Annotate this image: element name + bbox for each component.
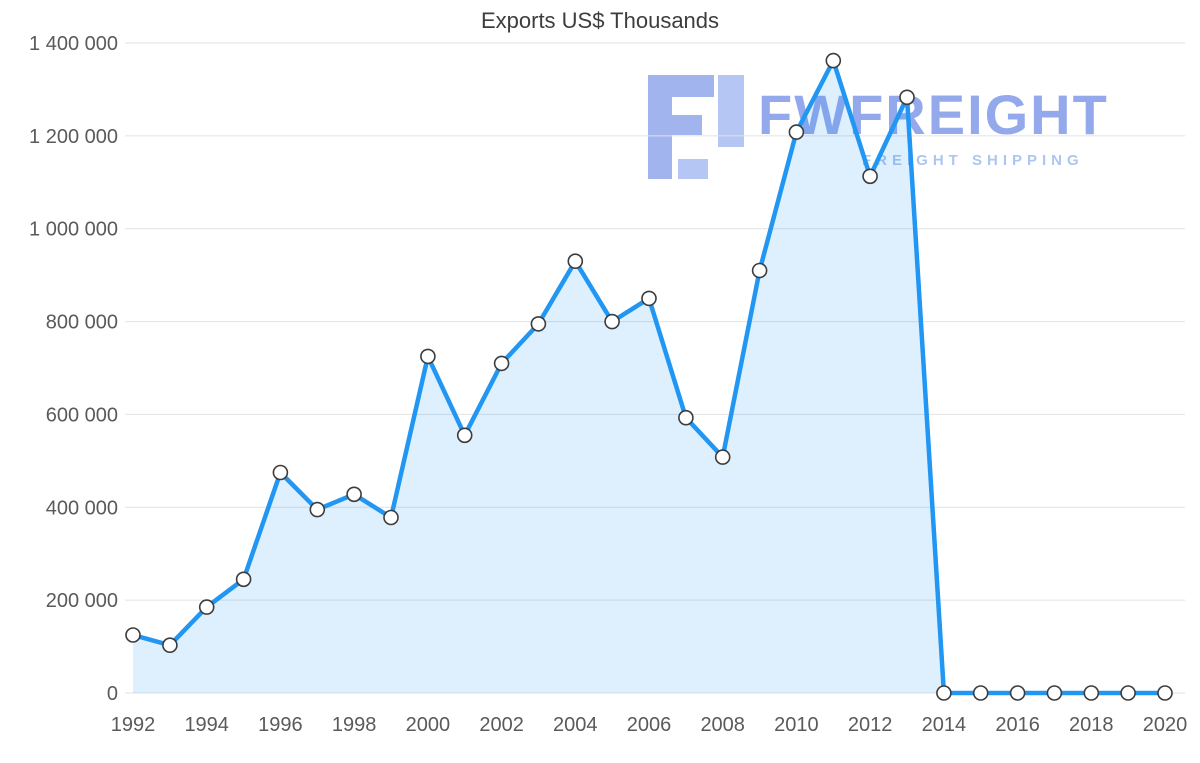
svg-text:1998: 1998 <box>332 714 377 736</box>
svg-text:2000: 2000 <box>406 714 451 736</box>
svg-text:2008: 2008 <box>700 714 745 736</box>
fwfreight-logo-icon <box>648 75 744 179</box>
svg-text:1994: 1994 <box>184 714 229 736</box>
svg-text:800 000: 800 000 <box>46 312 118 334</box>
x-axis-tick-labels: 1992 1994 1996 1998 2000 2002 2004 2006 2008 2010… <box>111 714 1188 736</box>
svg-text:400 000: 400 000 <box>46 497 118 519</box>
svg-text:2014: 2014 <box>922 714 967 736</box>
svg-text:1 000 000: 1 000 000 <box>29 219 118 241</box>
svg-text:0: 0 <box>107 683 118 705</box>
area-fill <box>133 60 1165 694</box>
y-axis-tick-labels: 0 200 000 400 000 600 000 800 000 1 000 000 1 … <box>29 33 118 705</box>
watermark-tagline: FREIGHT SHIPPING <box>862 152 1084 169</box>
svg-text:1 200 000: 1 200 000 <box>29 126 118 148</box>
svg-text:2020: 2020 <box>1143 714 1188 736</box>
svg-text:2006: 2006 <box>627 714 672 736</box>
svg-text:2002: 2002 <box>479 714 524 736</box>
svg-text:2016: 2016 <box>995 714 1040 736</box>
svg-text:2004: 2004 <box>553 714 598 736</box>
svg-text:600 000: 600 000 <box>46 404 118 426</box>
svg-text:2012: 2012 <box>848 714 893 736</box>
chart-title: Exports US$ Thousands <box>480 8 720 33</box>
svg-text:1 400 000: 1 400 000 <box>29 33 118 55</box>
svg-text:1996: 1996 <box>258 714 303 736</box>
svg-text:1992: 1992 <box>111 714 156 736</box>
data-point-markers <box>125 52 1173 701</box>
svg-text:200 000: 200 000 <box>46 590 118 612</box>
svg-text:2010: 2010 <box>774 714 819 736</box>
svg-text:2018: 2018 <box>1069 714 1114 736</box>
